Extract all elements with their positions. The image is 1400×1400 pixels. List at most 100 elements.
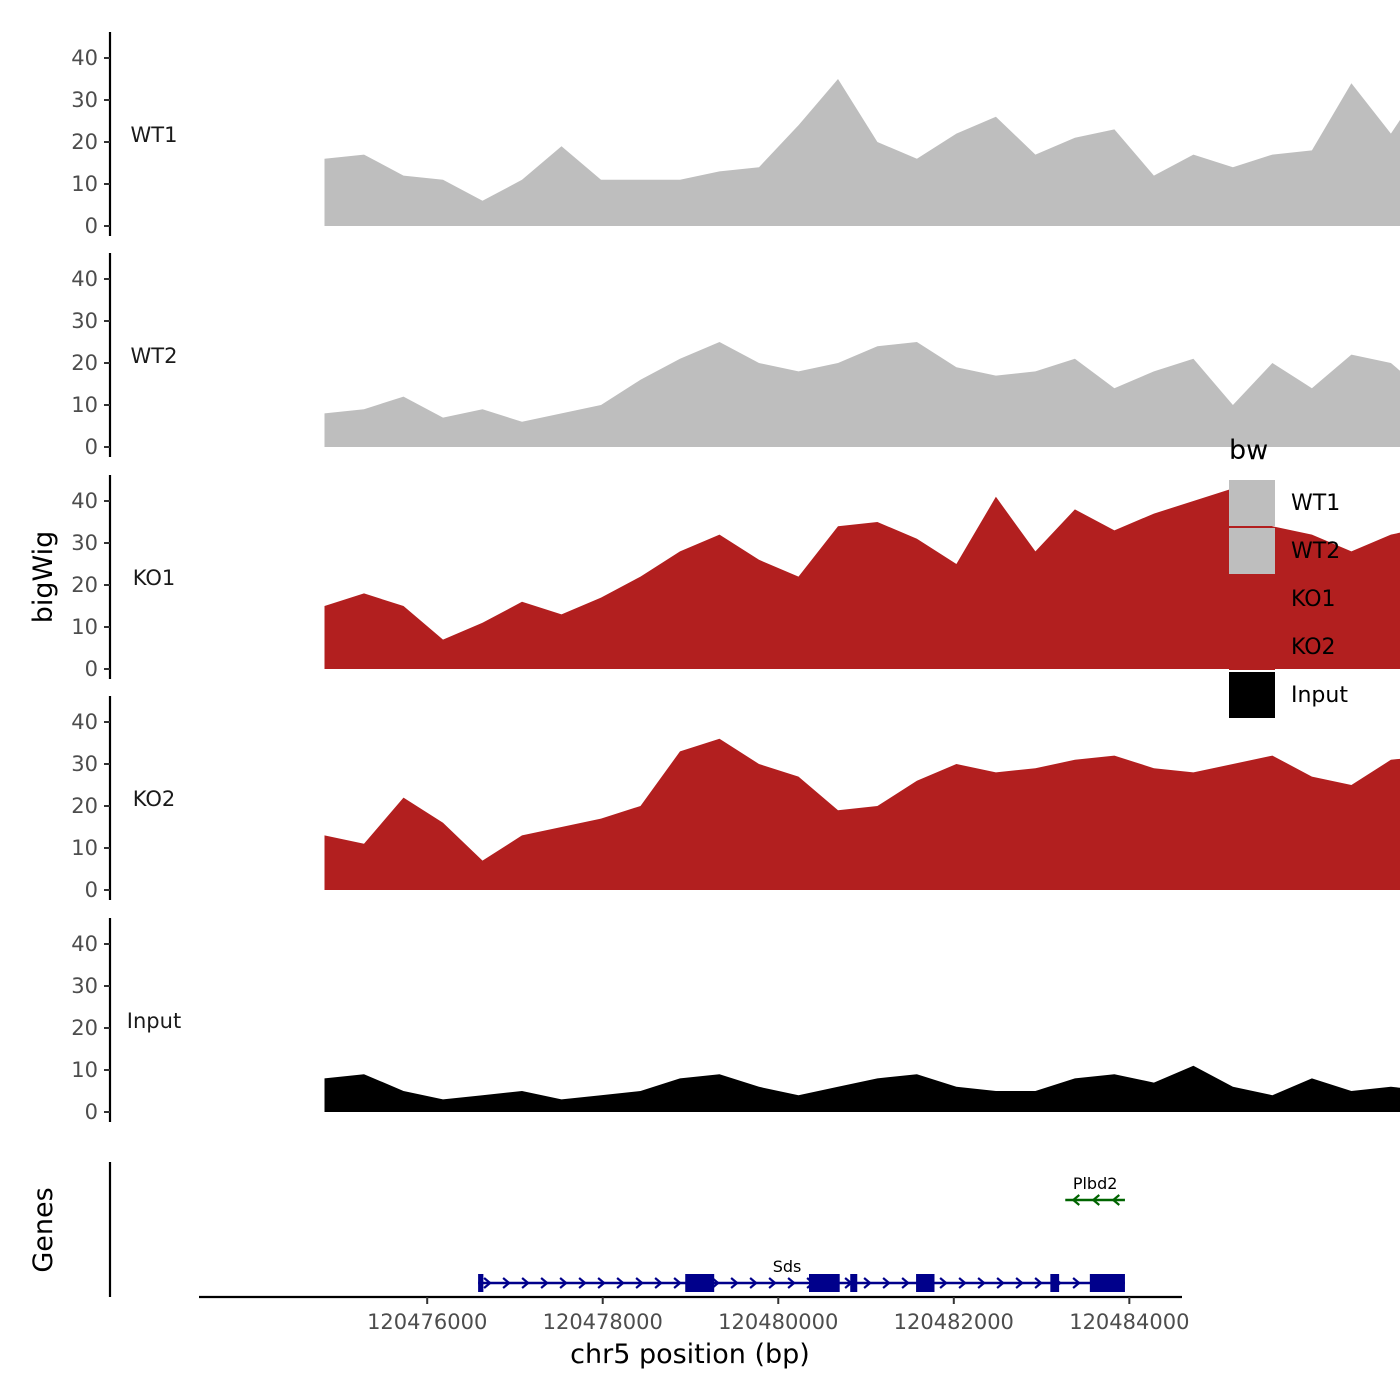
coverage-area-input xyxy=(324,1065,1400,1112)
legend-label: WT2 xyxy=(1291,539,1340,564)
y-tick-label: 10 xyxy=(71,836,98,860)
coverage-area-wt1 xyxy=(324,79,1400,226)
legend-item-ko2: KO2 xyxy=(1229,624,1336,670)
strand-arrow xyxy=(1071,1194,1080,1206)
legend-swatch xyxy=(1229,576,1275,622)
strand-arrow xyxy=(977,1277,986,1289)
strand-arrow xyxy=(1111,1194,1120,1206)
strand-arrow xyxy=(559,1277,568,1289)
strand-arrow xyxy=(654,1277,663,1289)
track-wt2: 0 10 20 30 40 WT2 xyxy=(71,253,1400,459)
tracks: 0 10 20 30 40 WT1 0 10 20 30 40 WT2 0 10 20 30 40 KO1 0 10 2… xyxy=(71,32,1400,1124)
exon xyxy=(916,1274,935,1292)
coverage-area-wt2 xyxy=(324,342,1400,447)
y-tick-label: 30 xyxy=(71,974,98,998)
x-axis-title: chr5 position (bp) xyxy=(570,1339,810,1370)
y-tick-label: 10 xyxy=(71,1058,98,1082)
y-tick-label: 40 xyxy=(71,932,98,956)
track-input: 0 10 20 30 40 Input xyxy=(71,918,1400,1124)
track-ko1: 0 10 20 30 40 KO1 xyxy=(71,475,1400,681)
y-tick-label: 0 xyxy=(85,435,98,459)
strand-arrow xyxy=(863,1277,872,1289)
strand-arrow xyxy=(1034,1277,1043,1289)
strand-arrow xyxy=(578,1277,587,1289)
legend-title: bw xyxy=(1229,435,1268,466)
legend-swatch xyxy=(1229,528,1275,574)
x-tick-label: 120484000 xyxy=(1069,1310,1189,1334)
y-tick-label: 10 xyxy=(71,615,98,639)
gene-label: Sds xyxy=(773,1257,802,1276)
y-tick-label: 0 xyxy=(85,878,98,902)
y-tick-label: 0 xyxy=(85,657,98,681)
x-ticks: 120476000 120478000 120480000 120482000 1204… xyxy=(367,1297,1189,1334)
exon xyxy=(685,1274,715,1292)
legend-label: Input xyxy=(1291,683,1348,708)
exon xyxy=(850,1274,858,1292)
x-tick-label: 120476000 xyxy=(367,1310,487,1334)
legend-item-ko1: KO1 xyxy=(1229,576,1336,622)
y-tick-label: 40 xyxy=(71,46,98,70)
track-label: Input xyxy=(127,1009,181,1033)
strand-arrow xyxy=(1072,1277,1081,1289)
strand-arrow xyxy=(483,1277,492,1289)
y-tick-label: 30 xyxy=(71,531,98,555)
legend-label: WT1 xyxy=(1291,491,1340,516)
strand-arrow xyxy=(635,1277,644,1289)
strand-arrow xyxy=(502,1277,511,1289)
y-tick-label: 20 xyxy=(71,351,98,375)
y-tick-label: 10 xyxy=(71,393,98,417)
x-tick-label: 120482000 xyxy=(894,1310,1014,1334)
exon xyxy=(1089,1274,1125,1292)
strand-arrow xyxy=(996,1277,1005,1289)
x-axis: 120476000 120478000 120480000 120482000 1204… xyxy=(199,1295,1189,1370)
x-tick-label: 120478000 xyxy=(543,1310,663,1334)
y-tick-label: 20 xyxy=(71,573,98,597)
strand-arrow xyxy=(768,1277,777,1289)
legend: bw WT1 WT2 KO1 KO2 Input xyxy=(1229,435,1348,718)
y-tick-label: 40 xyxy=(71,489,98,513)
strand-arrow xyxy=(1015,1277,1024,1289)
y-tick-label: 0 xyxy=(85,1100,98,1124)
strand-arrow xyxy=(1091,1194,1100,1206)
legend-swatch xyxy=(1229,480,1275,526)
track-label: WT1 xyxy=(131,123,178,147)
track-label: KO2 xyxy=(133,787,176,811)
gene-plbd2: Plbd2 xyxy=(1065,1174,1125,1206)
gene-models: Sds Plbd2 xyxy=(478,1174,1125,1292)
exon xyxy=(478,1274,484,1292)
y-tick-label: 40 xyxy=(71,710,98,734)
y-tick-label: 20 xyxy=(71,1016,98,1040)
y-tick-label: 30 xyxy=(71,309,98,333)
strand-arrow xyxy=(730,1277,739,1289)
coverage-area-ko2 xyxy=(324,738,1400,890)
y-tick-label: 40 xyxy=(71,267,98,291)
legend-items: WT1 WT2 KO1 KO2 Input xyxy=(1229,480,1348,718)
track-label: WT2 xyxy=(131,344,178,368)
legend-label: KO1 xyxy=(1291,587,1336,612)
y-tick-label: 30 xyxy=(71,752,98,776)
strand-arrow xyxy=(749,1277,758,1289)
legend-item-input: Input xyxy=(1229,672,1348,718)
track-wt1: 0 10 20 30 40 WT1 xyxy=(71,32,1400,238)
genes-axis-label: Genes xyxy=(28,1187,59,1272)
gene-label: Plbd2 xyxy=(1073,1174,1118,1193)
strand-arrow xyxy=(597,1277,606,1289)
track-label: KO1 xyxy=(133,566,176,590)
exon xyxy=(1050,1274,1060,1292)
strand-arrow xyxy=(521,1277,530,1289)
legend-label: KO2 xyxy=(1291,635,1336,660)
exon xyxy=(808,1274,840,1292)
legend-swatch xyxy=(1229,672,1275,718)
legend-item-wt1: WT1 xyxy=(1229,480,1340,526)
genes-panel: Genes Sds Plbd2 xyxy=(28,1162,1125,1297)
strand-arrow xyxy=(939,1277,948,1289)
strand-arrow xyxy=(787,1277,796,1289)
y-tick-label: 0 xyxy=(85,214,98,238)
track-ko2: 0 10 20 30 40 KO2 xyxy=(71,696,1400,902)
legend-swatch xyxy=(1229,624,1275,670)
coverage-area-ko1 xyxy=(324,488,1400,669)
strand-arrow xyxy=(616,1277,625,1289)
gene-sds: Sds xyxy=(478,1257,1125,1292)
y-tick-label: 10 xyxy=(71,172,98,196)
